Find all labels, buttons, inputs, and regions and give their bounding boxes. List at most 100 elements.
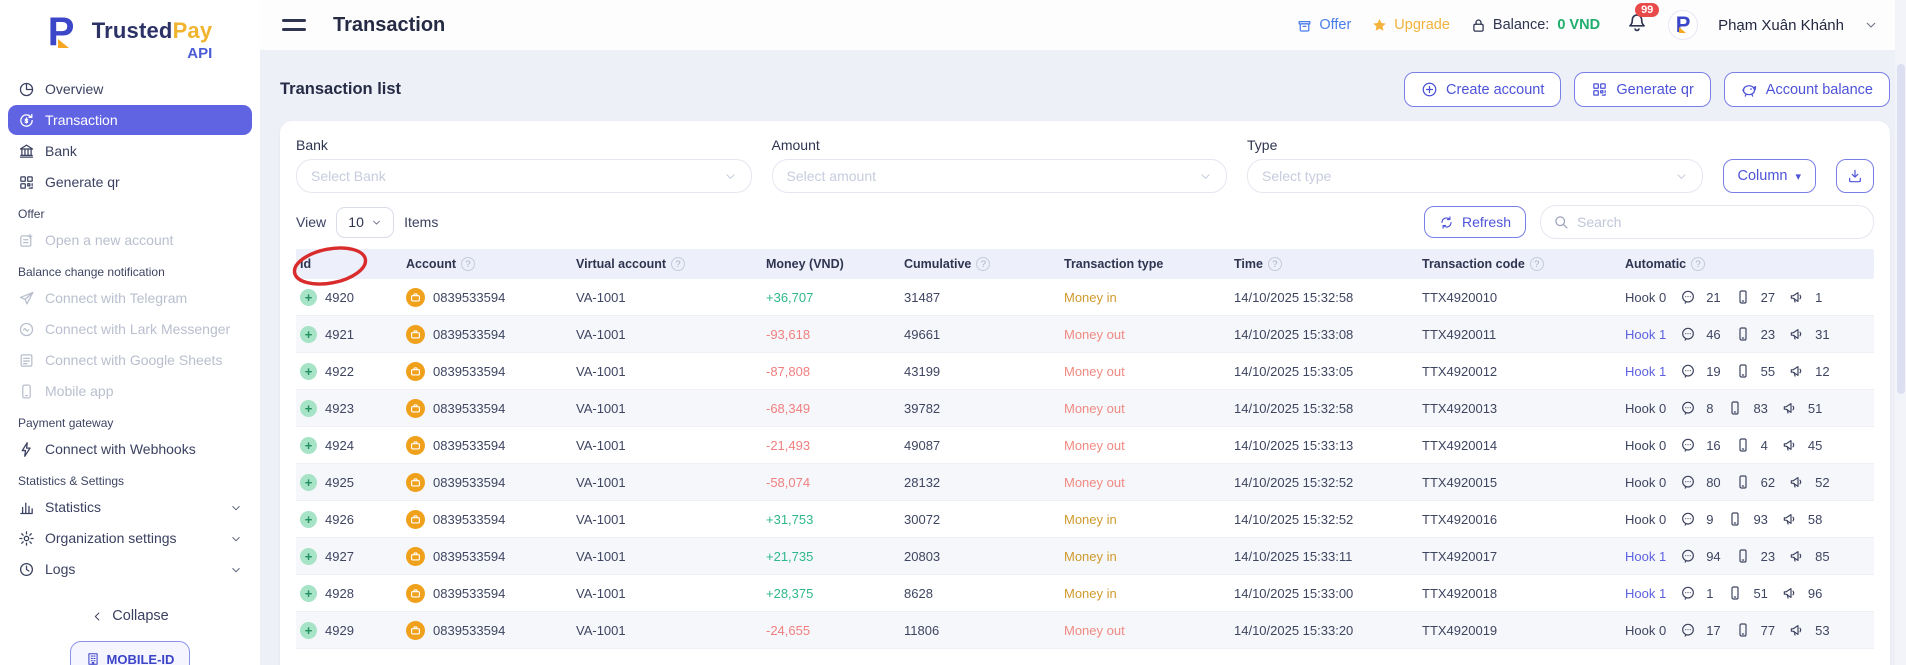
account-balance-button[interactable]: Account balance [1723,72,1890,107]
hamburger-icon[interactable] [282,19,306,31]
column-header-virtual-account[interactable]: Virtual account? [572,257,762,271]
refresh-button[interactable]: Refresh [1423,206,1526,238]
cell-transaction-code: TTX4920014 [1422,437,1498,453]
expand-row-icon[interactable]: + [300,288,317,306]
sidebar-item-open-a-new-account[interactable]: Open a new account [8,225,252,255]
filter-select-type[interactable]: Select type [1247,159,1703,193]
chat-bubble-icon [1680,326,1696,342]
hook-link[interactable]: Hook 0 [1625,511,1667,527]
hook-link[interactable]: Hook 1 [1625,326,1667,342]
expand-row-icon[interactable]: + [300,584,317,602]
sidebar-item-generate-qr[interactable]: Generate qr [8,167,252,197]
upgrade-link[interactable]: Upgrade [1371,17,1450,34]
generate-qr-button[interactable]: Generate qr [1574,72,1711,107]
table-row[interactable]: +4929 0839533594 VA-1001 -24,655 11806 Money … [296,612,1874,649]
button-label: Account balance [1765,81,1873,98]
hook-link[interactable]: Hook 0 [1625,400,1667,416]
table-row[interactable]: +4925 0839533594 VA-1001 -58,074 28132 Money … [296,464,1874,501]
sidebar-item-connect-with-google-sheets[interactable]: Connect with Google Sheets [8,345,252,375]
sidebar-item-label: Connect with Webhooks [45,441,196,457]
hook-link[interactable]: Hook 0 [1625,289,1667,305]
expand-row-icon[interactable]: + [300,547,317,565]
plus-circle-icon [1421,81,1438,98]
search-box [1540,205,1874,239]
megaphone-count: 51 [1807,400,1823,416]
sidebar-item-label: Connect with Lark Messenger [45,321,231,337]
phone-count: 62 [1760,474,1776,490]
table-row[interactable]: +4921 0839533594 VA-1001 -93,618 49661 Money … [296,316,1874,353]
filter-select-bank[interactable]: Select Bank [296,159,752,193]
balance-value: 0 VND [1557,17,1601,33]
page-size-select[interactable]: 10 [336,206,395,238]
smartphone-icon [1735,326,1751,342]
bank-avatar-icon [406,361,425,381]
hook-link[interactable]: Hook 0 [1625,622,1667,638]
filter-label: Bank [296,137,328,153]
hook-link[interactable]: Hook 0 [1625,474,1667,490]
expand-row-icon[interactable]: + [300,510,317,528]
smartphone-icon [1735,474,1751,490]
row-id: 4920 [325,289,354,305]
column-header-cumulative[interactable]: Cumulative? [900,257,1060,271]
smartphone-icon [1735,363,1751,379]
question-icon: ? [1529,257,1544,271]
mobile-id-button[interactable]: MOBILE-ID [70,641,190,665]
table-row[interactable]: +4926 0839533594 VA-1001 +31,753 30072 Money … [296,501,1874,538]
brand-logo[interactable]: P TrustedPay API [0,0,260,62]
collapse-button[interactable]: Collapse [0,608,260,624]
coins-icon [18,112,35,129]
search-input[interactable] [1577,214,1861,230]
column-header-time[interactable]: Time? [1230,257,1418,271]
sidebar-item-connect-with-webhooks[interactable]: Connect with Webhooks [8,434,252,464]
cell-account: 0839533594 [402,361,572,381]
table-row[interactable]: +4928 0839533594 VA-1001 +28,375 8628 Money i… [296,575,1874,612]
hook-link[interactable]: Hook 1 [1625,363,1667,379]
sidebar-item-transaction[interactable]: Transaction [8,105,252,135]
cell-id: +4924 [296,436,402,454]
table-row[interactable]: +4927 0839533594 VA-1001 +21,735 20803 Money … [296,538,1874,575]
column-header-transaction-code[interactable]: Transaction code? [1418,257,1621,271]
offer-link[interactable]: Offer [1296,17,1351,34]
hook-link[interactable]: Hook 0 [1625,437,1667,453]
table-row[interactable]: +4922 0839533594 VA-1001 -87,808 43199 Money … [296,353,1874,390]
download-button[interactable] [1836,159,1874,193]
expand-row-icon[interactable]: + [300,436,317,454]
hook-link[interactable]: Hook 1 [1625,548,1667,564]
notifications-button[interactable]: 99 [1626,3,1660,38]
expand-row-icon[interactable]: + [300,325,317,343]
table-row[interactable]: +4924 0839533594 VA-1001 -21,493 49087 Money … [296,427,1874,464]
expand-row-icon[interactable]: + [300,621,317,639]
page-scrollbar[interactable] [1895,0,1906,665]
sidebar-item-overview[interactable]: Overview [8,74,252,104]
sidebar-item-bank[interactable]: Bank [8,136,252,166]
sidebar-item-mobile-app[interactable]: Mobile app [8,376,252,406]
column-header-account[interactable]: Account? [402,257,572,271]
cell-virtual-account: VA-1001 [576,511,626,527]
column-header-money-vnd-[interactable]: Money (VND) [762,257,900,271]
sidebar-item-connect-with-lark-messenger[interactable]: Connect with Lark Messenger [8,314,252,344]
chevron-down-icon[interactable] [1864,18,1878,32]
sidebar-item-connect-with-telegram[interactable]: Connect with Telegram [8,283,252,313]
filter-select-amount[interactable]: Select amount [771,159,1227,193]
column-header-transaction-type[interactable]: Transaction type [1060,257,1230,271]
table-row[interactable]: +4923 0839533594 VA-1001 -68,349 39782 Money … [296,390,1874,427]
column-header-id[interactable]: Id [296,257,402,271]
column-button[interactable]: Column ▾ [1722,159,1816,193]
sidebar-item-logs[interactable]: Logs [8,554,252,584]
table-row[interactable]: +4920 0839533594 VA-1001 +36,707 31487 Money … [296,279,1874,316]
sidebar-item-organization-settings[interactable]: Organization settings [8,523,252,553]
sidebar-item-statistics[interactable]: Statistics [8,492,252,522]
cell-transaction-code: TTX4920017 [1422,548,1498,564]
expand-row-icon[interactable]: + [300,399,317,417]
expand-row-icon[interactable]: + [300,473,317,491]
user-name[interactable]: Phạm Xuân Khánh [1718,16,1844,34]
create-account-button[interactable]: Create account [1404,72,1562,107]
avatar[interactable]: P [1668,10,1699,40]
balance-display[interactable]: Balance: 0 VND [1470,17,1600,34]
cell-automatic: Hook 0 16 4 45 [1621,437,1874,453]
column-header-automatic[interactable]: Automatic? [1621,257,1874,271]
cell-time: 14/10/2025 15:33:05 [1234,363,1354,379]
hook-link[interactable]: Hook 1 [1625,585,1667,601]
scrollbar-thumb[interactable] [1896,64,1905,394]
expand-row-icon[interactable]: + [300,362,317,380]
